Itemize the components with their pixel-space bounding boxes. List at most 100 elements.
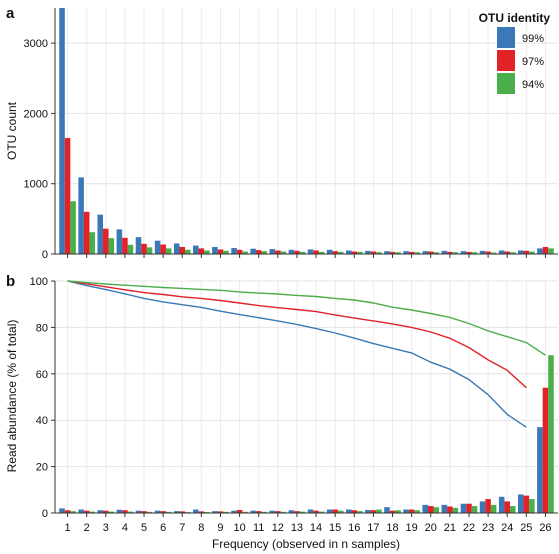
bar-94pct-18 [395, 252, 401, 254]
y-tick-label: 100 [30, 276, 48, 288]
x-tick-label: 21 [444, 522, 456, 534]
bar-94pct-4 [127, 244, 134, 254]
bar-94pct-10 [242, 511, 248, 513]
panel-b-y-axis-label: Read abundance (% of total) [5, 320, 19, 473]
bar-97pct-16 [351, 510, 358, 513]
bar-99pct-12 [269, 249, 276, 254]
bar-94pct-12 [280, 251, 287, 254]
panel-a-gridlines [55, 8, 558, 255]
bar-97pct-4 [122, 237, 128, 254]
bar-99pct-17 [365, 509, 371, 513]
panel-b-x-axis-label: Frequency (observed in n samples) [212, 537, 400, 551]
bar-97pct-18 [389, 251, 396, 254]
bar-99pct-16 [345, 509, 352, 513]
bar-94pct-12 [280, 511, 287, 513]
bar-94pct-3 [108, 238, 115, 254]
bar-97pct-6 [160, 511, 166, 513]
bar-99pct-5 [135, 237, 142, 254]
bar-99pct-22 [460, 503, 467, 513]
panel-a-chart: 0 1000 2000 3000 a OTU count OTU identity 9… [5, 5, 558, 261]
bar-99pct-15 [326, 509, 333, 513]
bar-97pct-8 [198, 511, 205, 513]
bar-97pct-17 [370, 510, 377, 513]
bar-99pct-10 [231, 248, 237, 254]
x-tick-label: 15 [329, 522, 341, 534]
bar-94pct-14 [318, 251, 325, 254]
bar-99pct-6 [154, 240, 161, 254]
bar-94pct-25 [529, 251, 535, 254]
bar-94pct-23 [490, 504, 497, 513]
bar-97pct-4 [122, 510, 128, 513]
x-tick-label: 1 [64, 522, 70, 534]
bar-99pct-1 [59, 508, 65, 513]
bar-99pct-25 [518, 250, 524, 254]
x-tick-label: 16 [348, 522, 360, 534]
x-tick-label: 25 [520, 522, 532, 534]
x-tick-label: 18 [386, 522, 398, 534]
x-tick-label: 4 [122, 522, 128, 534]
bar-94pct-6 [165, 511, 172, 513]
bar-99pct-8 [193, 245, 199, 254]
bar-94pct-22 [471, 506, 478, 513]
y-tick-label: 3000 [24, 38, 48, 50]
bar-97pct-25 [523, 250, 530, 254]
bar-99pct-3 [97, 510, 104, 513]
bar-99pct-1 [59, 8, 65, 254]
legend-title: OTU identity [479, 11, 551, 25]
x-tick-label: 14 [310, 522, 322, 534]
bar-97pct-7 [179, 511, 186, 513]
bar-99pct-14 [307, 249, 314, 254]
bar-97pct-14 [313, 510, 319, 513]
bar-99pct-21 [441, 504, 448, 513]
x-tick-label: 19 [406, 522, 418, 534]
bar-97pct-18 [389, 510, 396, 513]
bar-97pct-23 [485, 499, 491, 513]
bar-97pct-26 [542, 387, 549, 513]
bar-94pct-7 [185, 249, 191, 254]
bar-94pct-14 [318, 511, 325, 513]
panel-b-x-ticks: 1 2 3 4 5 6 7 8 9 10 11 12 13 14 15 16 17 18 19 20 21 22 23 24 2… [64, 513, 552, 534]
y-tick-label: 80 [36, 322, 48, 334]
bar-97pct-21 [447, 506, 453, 513]
bar-94pct-1 [70, 511, 76, 513]
bar-94pct-19 [414, 252, 420, 254]
bar-97pct-1 [64, 510, 71, 513]
x-tick-label: 26 [539, 522, 551, 534]
bar-99pct-22 [460, 251, 467, 254]
x-tick-label: 22 [463, 522, 475, 534]
y-tick-label: 2000 [24, 108, 48, 120]
bar-99pct-21 [441, 250, 448, 254]
panel-a-y-axis-label: OTU count [5, 101, 19, 160]
bar-94pct-24 [509, 252, 516, 254]
panel-a-x-ticks [67, 254, 546, 258]
bar-97pct-3 [103, 510, 109, 513]
bar-97pct-11 [255, 250, 262, 254]
y-tick-label: 40 [36, 415, 48, 427]
bar-99pct-13 [288, 249, 295, 254]
x-tick-label: 2 [84, 522, 90, 534]
bar-97pct-24 [504, 501, 510, 513]
bar-94pct-22 [471, 252, 478, 254]
bar-94pct-26 [548, 248, 554, 254]
y-tick-label: 20 [36, 462, 48, 474]
bar-99pct-11 [250, 248, 256, 254]
bar-94pct-25 [529, 499, 535, 513]
panel-b-y-ticks: 0 20 40 60 80 100 [30, 276, 55, 520]
bar-97pct-7 [179, 246, 186, 254]
bar-97pct-23 [485, 251, 491, 254]
bar-94pct-23 [490, 252, 497, 254]
bar-94pct-13 [299, 511, 306, 513]
y-tick-label: 0 [42, 508, 48, 520]
bar-97pct-12 [275, 250, 281, 254]
bar-97pct-25 [523, 495, 530, 513]
bar-94pct-3 [108, 511, 115, 513]
bar-99pct-24 [498, 496, 505, 513]
panel-b-cumulative-lines [67, 280, 546, 428]
bar-94pct-8 [204, 250, 210, 254]
bar-97pct-15 [332, 509, 338, 513]
bar-97pct-16 [351, 251, 358, 254]
panel-a-y-ticks: 0 1000 2000 3000 [24, 38, 55, 261]
cumulative-line-94pct [67, 280, 546, 356]
y-tick-label: 60 [36, 369, 48, 381]
